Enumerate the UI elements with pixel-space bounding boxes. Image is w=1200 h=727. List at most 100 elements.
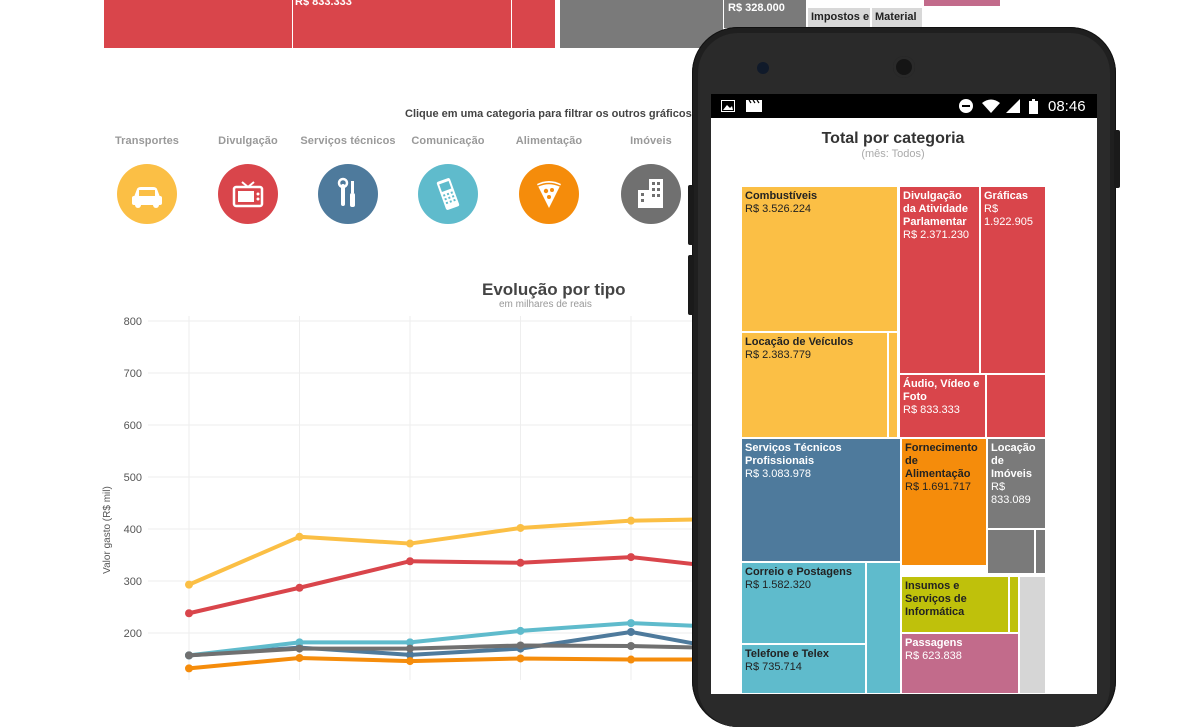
treemap-cell-small[interactable] [1035, 529, 1046, 574]
treemap-label: Locação de Veículos [745, 336, 854, 348]
series-line[interactable] [188, 599, 696, 658]
data-point[interactable] [406, 657, 414, 666]
data-point[interactable] [295, 644, 304, 653]
do-not-disturb-icon [959, 99, 973, 113]
series-line[interactable] [188, 500, 696, 587]
data-point[interactable] [406, 638, 414, 647]
treemap-value: R$ 1.691.717 [905, 481, 972, 493]
treemap-cell-locacao-imoveis[interactable]: Locação de Imóveis R$ 833.089 [987, 438, 1046, 529]
bg-treemap-cell-pink[interactable] [924, 0, 1000, 6]
treemap-cell-correio[interactable]: Correio e Postagens R$ 1.582.320 [741, 562, 866, 644]
building-icon[interactable] [621, 164, 681, 224]
category-label: Imóveis [630, 135, 672, 147]
data-point[interactable] [406, 539, 414, 548]
treemap-cell-small[interactable] [866, 562, 901, 694]
data-point[interactable] [406, 557, 414, 566]
treemap-label: Combustíveis [745, 190, 818, 202]
category-divulgacao[interactable]: Divulgação [198, 135, 298, 224]
treemap-cell-telefone[interactable]: Telefone e Telex R$ 735.714 [741, 644, 866, 694]
treemap-cell-passagens[interactable]: Passagens R$ 623.838 [901, 633, 1019, 694]
treemap-label: Telefone e Telex [745, 648, 829, 660]
treemap-value: R$ 833.089 [991, 481, 1031, 506]
data-point[interactable] [295, 532, 304, 541]
bg-treemap-cell-red[interactable] [104, 0, 292, 48]
treemap-cell-divulgacao[interactable]: Divulgação da Atividade Parlamentar R$ 2… [899, 186, 980, 374]
data-point[interactable] [627, 655, 635, 664]
treemap-cell-small[interactable] [987, 529, 1035, 574]
data-point[interactable] [516, 626, 525, 635]
chart-title: Evolução por tipo [482, 280, 626, 299]
treemap-value: R$ 735.714 [745, 661, 802, 673]
treemap-cell-alimentacao[interactable]: Fornecimento de Alimentação R$ 1.691.717 [901, 438, 987, 566]
data-point[interactable] [406, 650, 414, 659]
treemap-cell-small[interactable] [986, 374, 1046, 438]
data-point[interactable] [295, 638, 304, 647]
tv-icon[interactable] [218, 164, 278, 224]
video-icon [746, 100, 762, 112]
phone-speaker [893, 56, 915, 78]
status-time: 08:46 [1048, 98, 1086, 115]
data-point[interactable] [516, 523, 525, 532]
image-icon [721, 100, 735, 112]
treemap-label: Áudio, Vídeo e Foto [903, 378, 980, 403]
treemap-label: Serviços Técnicos Profissionais [745, 442, 842, 467]
car-icon[interactable] [117, 164, 177, 224]
data-point[interactable] [627, 553, 635, 562]
phone-side-button [688, 185, 694, 245]
treemap-label: Gráficas [984, 190, 1029, 202]
data-point[interactable] [295, 583, 304, 592]
category-imoveis[interactable]: Imóveis [601, 135, 701, 224]
data-point[interactable] [185, 580, 193, 589]
series-line[interactable] [188, 393, 696, 616]
battery-icon [1029, 99, 1038, 114]
bg-treemap-cell-red[interactable]: R$ 833.333 [293, 0, 511, 48]
treemap-value: R$ 623.838 [905, 650, 962, 662]
data-point[interactable] [627, 516, 635, 525]
data-point[interactable] [516, 654, 525, 663]
data-point[interactable] [185, 664, 193, 673]
pizza-icon[interactable] [519, 164, 579, 224]
y-tick-label: 200 [124, 628, 142, 640]
phone-chart-subtitle: (mês: Todos) [861, 148, 925, 160]
data-point[interactable] [185, 651, 193, 660]
series-line[interactable] [188, 655, 696, 671]
bg-treemap-cell-gray[interactable] [560, 0, 723, 48]
treemap-cell-servicos-tecnicos[interactable]: Serviços Técnicos Profissionais R$ 3.083… [741, 438, 901, 562]
data-point[interactable] [627, 619, 635, 628]
category-comunicacao[interactable]: Comunicação [398, 135, 498, 224]
phone-icon[interactable] [418, 164, 478, 224]
treemap-cell-informatica[interactable]: Insumos e Serviços de Informática [901, 576, 1009, 633]
y-tick-label: 500 [124, 472, 142, 484]
data-point[interactable] [295, 653, 304, 662]
data-point[interactable] [406, 644, 414, 653]
data-point[interactable] [516, 558, 525, 567]
status-bar: 08:46 [711, 94, 1097, 118]
phone-camera [757, 62, 769, 74]
data-point[interactable] [516, 641, 525, 650]
signal-icon [1006, 99, 1020, 113]
bg-treemap-label: Material [875, 11, 917, 23]
data-point[interactable] [627, 627, 635, 636]
treemap-cell-small[interactable] [1019, 576, 1046, 694]
y-axis-label: Valor gasto (R$ mil) [102, 486, 113, 574]
treemap-cell-combustiveis[interactable]: Combustíveis R$ 3.526.224 [741, 186, 898, 332]
treemap-cell-small[interactable] [1009, 576, 1019, 633]
category-transportes[interactable]: Transportes [97, 135, 197, 224]
treemap-cell-locacao-veiculos[interactable]: Locação de Veículos R$ 2.383.779 [741, 332, 888, 438]
treemap-cell-audio-video[interactable]: Áudio, Vídeo e Foto R$ 833.333 [899, 374, 986, 438]
treemap-label: Passagens [905, 637, 963, 649]
tools-icon[interactable] [318, 164, 378, 224]
category-label: Comunicação [411, 135, 485, 147]
category-servicos-tecnicos[interactable]: Serviços técnicos [298, 135, 398, 224]
category-label: Divulgação [218, 135, 278, 147]
series-line[interactable] [188, 564, 696, 658]
data-point[interactable] [185, 609, 193, 618]
treemap-cell-small[interactable] [888, 332, 898, 438]
data-point[interactable] [627, 642, 635, 650]
bg-treemap-cell-red[interactable] [512, 0, 555, 48]
bg-treemap-label: Impostos e [811, 11, 870, 23]
category-alimentacao[interactable]: Alimentação [499, 135, 599, 224]
treemap-cell-graficas[interactable]: Gráficas R$ 1.922.905 [980, 186, 1046, 374]
bg-treemap-cell-gray[interactable]: R$ 328.000 [724, 0, 806, 28]
series-line[interactable] [188, 633, 696, 658]
